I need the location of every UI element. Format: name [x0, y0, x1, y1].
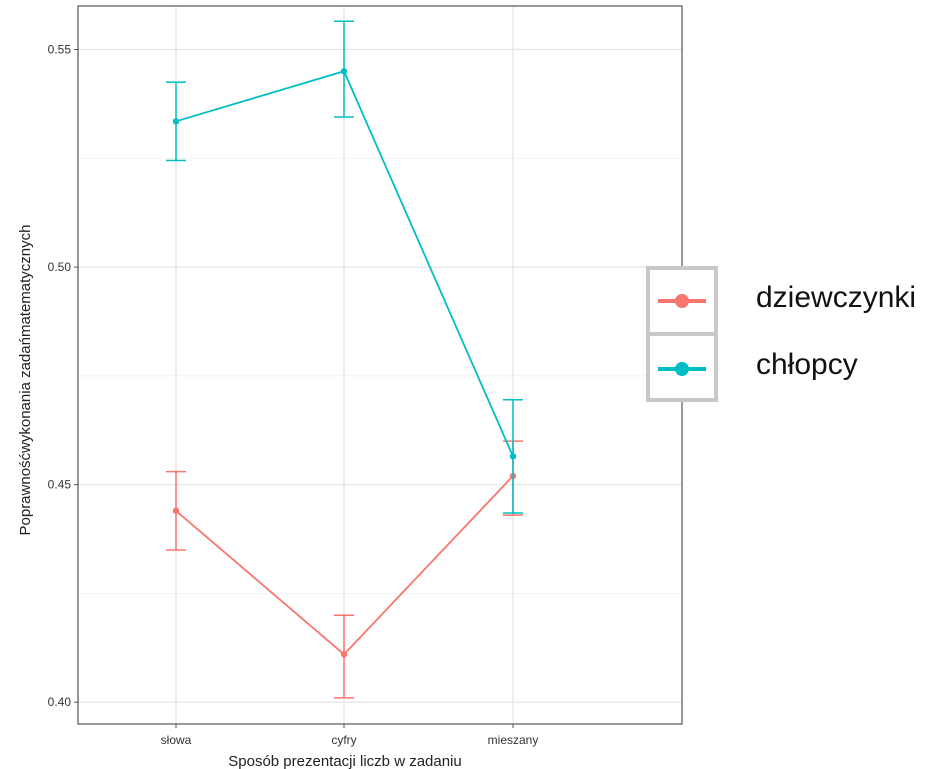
x-tick-label: cyfry	[331, 733, 356, 747]
data-point	[340, 68, 348, 75]
data-point	[172, 118, 180, 125]
data-point	[172, 507, 180, 514]
legend	[646, 266, 718, 402]
legend-key-chlopcy	[658, 362, 706, 376]
x-tick-label: mieszany	[488, 733, 539, 747]
legend-divider	[650, 332, 714, 336]
legend-dot-icon	[675, 294, 689, 308]
y-tick-label: 0.55	[48, 43, 72, 57]
series-chłopcy	[166, 20, 523, 514]
y-axis: 0.40 0.45 0.50 0.55	[48, 43, 78, 709]
legend-key-dziewczynki	[658, 294, 706, 308]
data-point	[509, 453, 517, 460]
legend-label-chlopcy: chłopcy	[756, 348, 858, 381]
x-axis: słowa cyfry mieszany	[161, 724, 539, 747]
data-point	[340, 651, 348, 658]
x-axis-label: Sposób prezentacji liczb w zadaniu	[228, 753, 461, 769]
legend-dot-icon	[675, 362, 689, 376]
series-layer	[166, 20, 523, 699]
y-tick-label: 0.40	[48, 695, 72, 709]
x-tick-label: słowa	[161, 733, 192, 747]
y-tick-label: 0.50	[48, 260, 72, 274]
grid	[78, 6, 682, 724]
y-axis-label: Poprawnośćwykonania zadańmatematycznych	[17, 225, 34, 536]
y-tick-label: 0.45	[48, 478, 72, 492]
legend-label-dziewczynki: dziewczynki	[756, 281, 917, 314]
